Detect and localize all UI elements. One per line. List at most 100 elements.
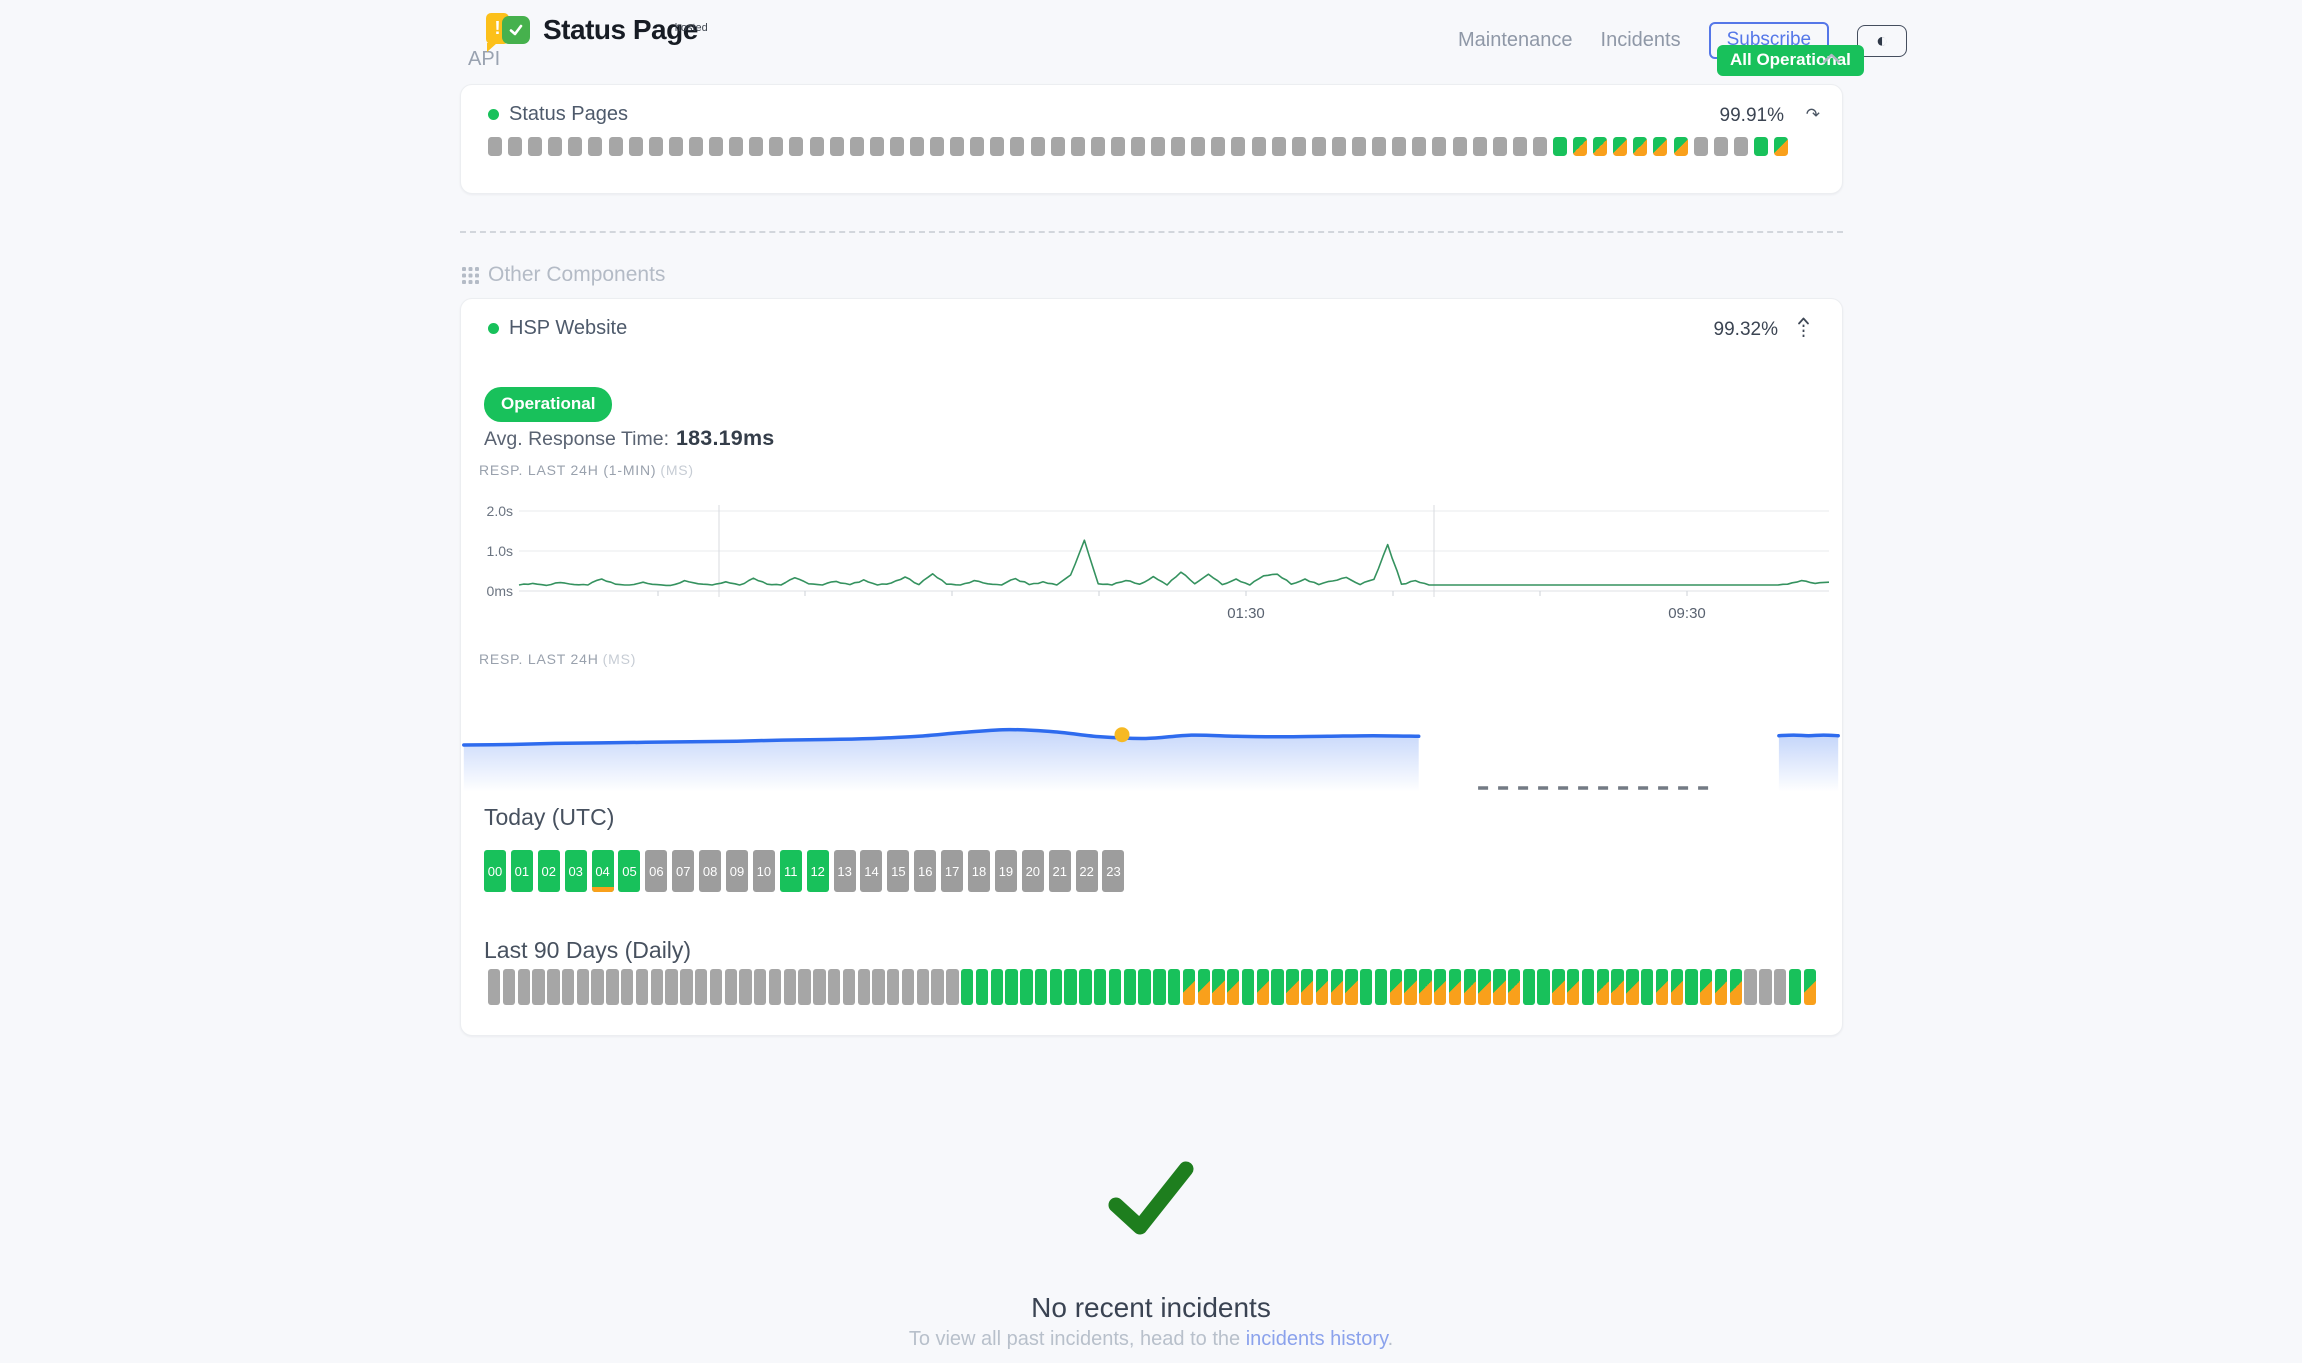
uptime-bar[interactable]: [931, 969, 944, 1005]
uptime-bar[interactable]: [588, 137, 603, 156]
hour-cell[interactable]: 07: [672, 850, 695, 892]
refresh-icon[interactable]: ↷: [1805, 105, 1820, 124]
hour-cell[interactable]: 02: [537, 850, 560, 892]
uptime-bar[interactable]: [1472, 137, 1487, 156]
uptime-bar[interactable]: [1315, 969, 1329, 1005]
uptime-bar[interactable]: [1271, 137, 1286, 156]
hour-cell[interactable]: 18: [968, 850, 991, 892]
uptime-bar[interactable]: [1434, 969, 1447, 1005]
uptime-bar[interactable]: [1392, 137, 1407, 156]
hour-cell[interactable]: 08: [699, 850, 722, 892]
hour-cell[interactable]: 06: [645, 850, 668, 892]
uptime-bar[interactable]: [548, 137, 563, 156]
uptime-bar[interactable]: [916, 969, 930, 1005]
data-point-marker[interactable]: [1114, 727, 1130, 743]
uptime-bar[interactable]: [665, 969, 678, 1005]
uptime-bar[interactable]: [1212, 969, 1225, 1005]
uptime-bar[interactable]: [1611, 969, 1624, 1005]
uptime-bar[interactable]: [621, 969, 634, 1005]
uptime-bar[interactable]: [1492, 137, 1507, 156]
uptime-bar[interactable]: [1064, 969, 1077, 1005]
hour-cell[interactable]: 16: [914, 850, 937, 892]
uptime-bar[interactable]: [528, 137, 543, 156]
uptime-bar[interactable]: [1374, 969, 1388, 1005]
uptime-bar[interactable]: [1286, 969, 1299, 1005]
uptime-bar[interactable]: [1171, 137, 1186, 156]
uptime-bar[interactable]: [1463, 969, 1476, 1005]
uptime-bar[interactable]: [1773, 969, 1787, 1005]
uptime-bar[interactable]: [1803, 969, 1816, 1005]
uptime-bar[interactable]: [729, 137, 744, 156]
uptime-bar[interactable]: [1613, 137, 1628, 156]
uptime-bar[interactable]: [849, 137, 864, 156]
uptime-bar[interactable]: [608, 137, 623, 156]
uptime-bar[interactable]: [1123, 969, 1136, 1005]
uptime-bar[interactable]: [1360, 969, 1373, 1005]
uptime-bar[interactable]: [628, 137, 643, 156]
uptime-bar[interactable]: [1452, 137, 1467, 156]
uptime-bar[interactable]: [1788, 969, 1802, 1005]
uptime-bar[interactable]: [1640, 969, 1654, 1005]
uptime-bar[interactable]: [1094, 969, 1107, 1005]
hour-cell[interactable]: 17: [941, 850, 964, 892]
uptime-bar[interactable]: [909, 137, 924, 156]
uptime-bar[interactable]: [857, 969, 870, 1005]
uptime-bar[interactable]: [1432, 137, 1447, 156]
uptime-bar[interactable]: [789, 137, 804, 156]
uptime-bar[interactable]: [1079, 969, 1092, 1005]
uptime-bar[interactable]: [768, 969, 782, 1005]
chevron-up-icon[interactable]: [1822, 51, 1841, 69]
uptime-bar[interactable]: [1311, 137, 1326, 156]
uptime-bar[interactable]: [869, 137, 884, 156]
uptime-bar[interactable]: [502, 969, 516, 1005]
uptime-bar[interactable]: [1670, 969, 1683, 1005]
uptime-bar[interactable]: [568, 137, 583, 156]
uptime-bar[interactable]: [532, 969, 545, 1005]
uptime-bar[interactable]: [1108, 969, 1122, 1005]
uptime-bar[interactable]: [1167, 969, 1181, 1005]
uptime-bar[interactable]: [1633, 137, 1648, 156]
uptime-bar[interactable]: [648, 137, 663, 156]
uptime-bar[interactable]: [901, 969, 915, 1005]
uptime-bar[interactable]: [1372, 137, 1387, 156]
uptime-bar[interactable]: [1596, 969, 1609, 1005]
hour-cell[interactable]: 12: [806, 850, 829, 892]
uptime-bar[interactable]: [1653, 137, 1668, 156]
uptime-bar[interactable]: [1090, 137, 1105, 156]
uptime-bar[interactable]: [1352, 137, 1367, 156]
uptime-bar[interactable]: [1693, 137, 1708, 156]
uptime-bar[interactable]: [680, 969, 693, 1005]
uptime-bar[interactable]: [1655, 969, 1669, 1005]
uptime-bar[interactable]: [1138, 969, 1151, 1005]
uptime-bar[interactable]: [709, 969, 723, 1005]
uptime-bar[interactable]: [1005, 969, 1018, 1005]
hour-cell[interactable]: 14: [860, 850, 883, 892]
uptime-bar[interactable]: [635, 969, 649, 1005]
uptime-bar[interactable]: [809, 137, 824, 156]
uptime-bar[interactable]: [488, 137, 502, 156]
uptime-bar[interactable]: [930, 137, 945, 156]
hour-cell[interactable]: 09: [726, 850, 749, 892]
hour-cell[interactable]: 05: [618, 850, 641, 892]
uptime-bar[interactable]: [827, 969, 841, 1005]
uptime-bar[interactable]: [829, 137, 844, 156]
theme-toggle-button[interactable]: ◐: [1857, 24, 1908, 57]
uptime-bar[interactable]: [1512, 137, 1527, 156]
uptime-bar[interactable]: [1404, 969, 1417, 1005]
uptime-bar[interactable]: [1493, 969, 1506, 1005]
uptime-bar[interactable]: [1256, 969, 1270, 1005]
uptime-bar[interactable]: [1271, 969, 1284, 1005]
uptime-bar[interactable]: [1673, 137, 1688, 156]
uptime-bar[interactable]: [970, 137, 985, 156]
uptime-bar[interactable]: [688, 137, 703, 156]
uptime-bar[interactable]: [1020, 969, 1033, 1005]
uptime-bar[interactable]: [1714, 969, 1728, 1005]
uptime-bar[interactable]: [842, 969, 856, 1005]
uptime-bar[interactable]: [1733, 137, 1748, 156]
hour-cell[interactable]: 23: [1102, 850, 1125, 892]
uptime-bar[interactable]: [1522, 969, 1536, 1005]
uptime-bar[interactable]: [1626, 969, 1639, 1005]
hour-cell[interactable]: 10: [752, 850, 775, 892]
response-line-chart[interactable]: 2.0s 1.0s 0ms 01:30 09:30: [475, 495, 1833, 625]
uptime-bar[interactable]: [1389, 969, 1403, 1005]
